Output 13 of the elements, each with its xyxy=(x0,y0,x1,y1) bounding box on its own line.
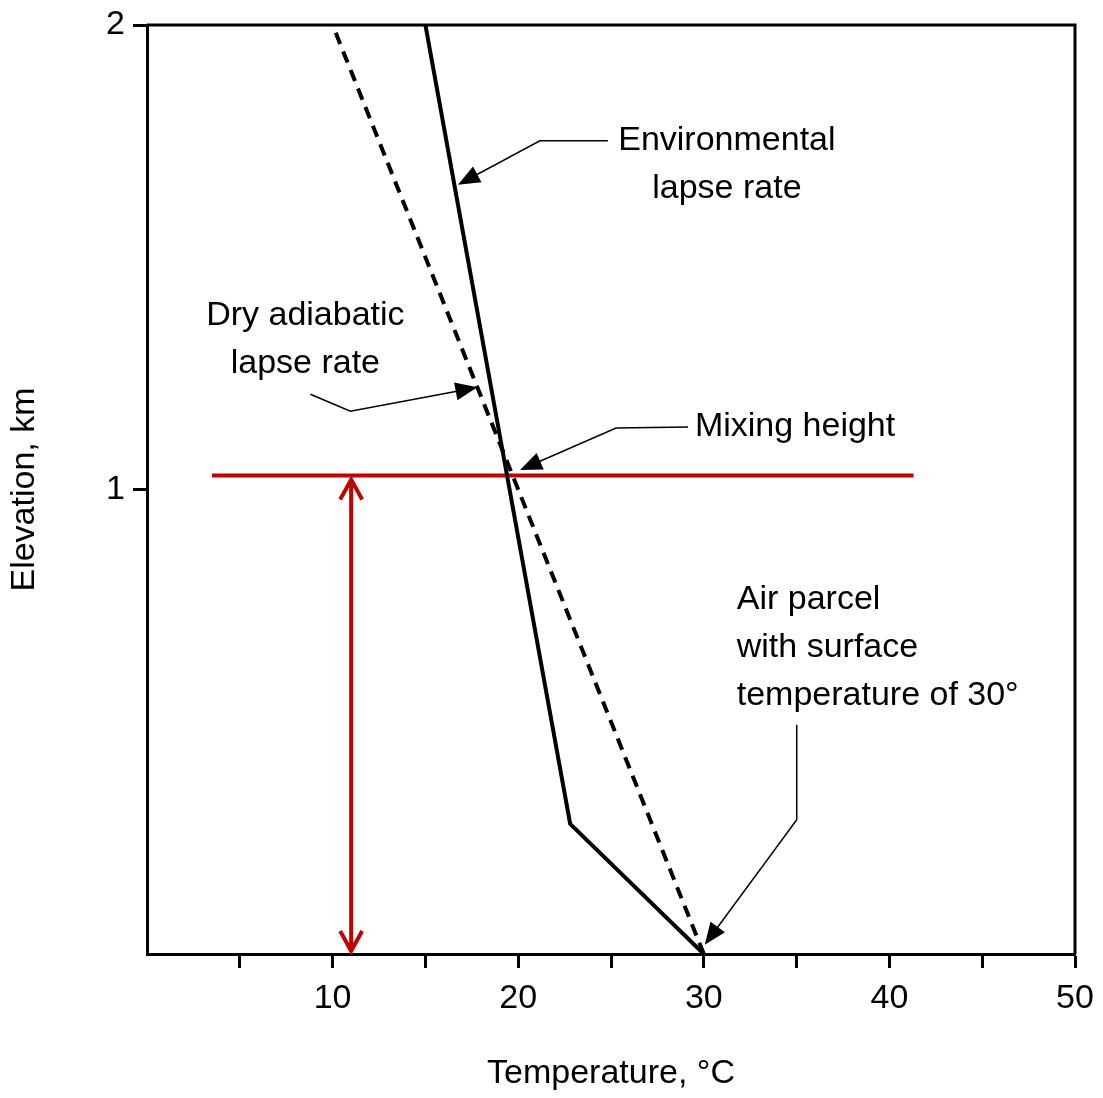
x-tick-label: 50 xyxy=(1056,976,1094,1015)
x-tick-label: 40 xyxy=(870,976,909,1015)
annotation: Dry adiabatic lapse rate xyxy=(206,293,405,380)
y-tick-label: 2 xyxy=(106,3,125,42)
y-tick-label: 1 xyxy=(106,467,125,506)
annotation: Environmental lapse rate xyxy=(618,119,836,206)
x-tick-label: 10 xyxy=(313,976,352,1015)
annotation: Mixing height xyxy=(694,405,896,444)
x-tick-label: 20 xyxy=(499,976,538,1015)
x-axis-title: Temperature, °C xyxy=(487,1051,735,1090)
annotation: Air parcel with surface temperature of 30° xyxy=(735,578,1019,713)
x-tick-label: 30 xyxy=(684,976,723,1015)
y-axis-title: Elevation, km xyxy=(2,387,41,592)
